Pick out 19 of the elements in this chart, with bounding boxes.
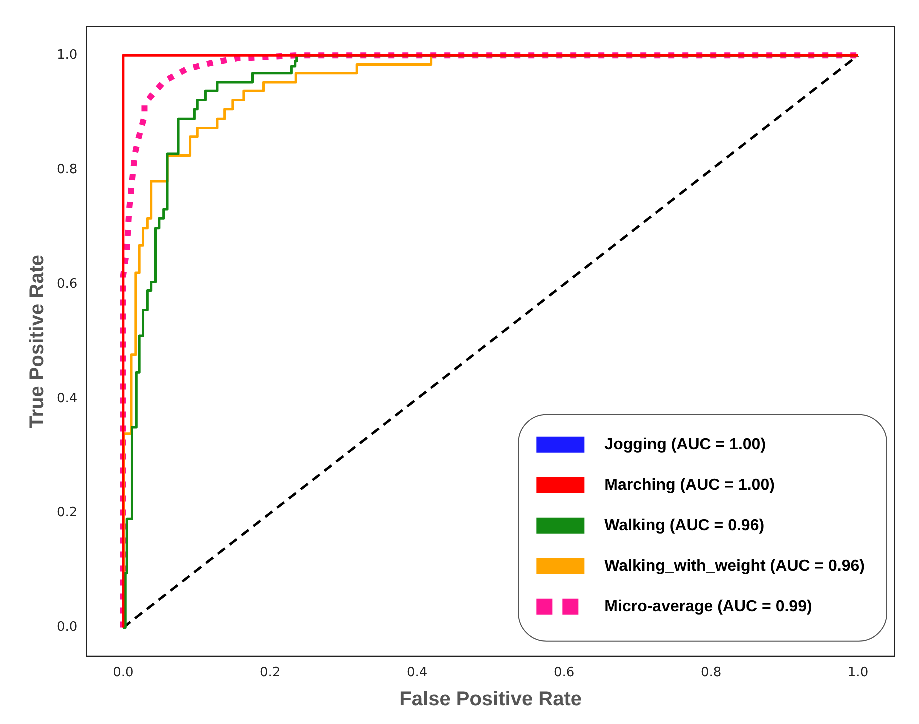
y-tick-label: 0.0 bbox=[56, 620, 78, 636]
legend-label: Walking_with_weight (AUC = 0.96) bbox=[604, 558, 866, 575]
y-tick-label: 0.4 bbox=[56, 391, 78, 406]
x-tick-label: 0.8 bbox=[700, 666, 722, 681]
x-tick-label: 1.0 bbox=[848, 666, 869, 681]
y-tick-label: 1.0 bbox=[56, 48, 78, 63]
x-tick-label: 0.2 bbox=[260, 666, 281, 681]
x-tick-label: 0.4 bbox=[407, 666, 428, 681]
y-tick-label: 0.8 bbox=[56, 162, 78, 178]
x-tick-label: 0.6 bbox=[554, 666, 575, 681]
y-axis-title: True Positive Rate bbox=[26, 254, 49, 428]
legend-label: Marching (AUC = 1.00) bbox=[604, 476, 775, 494]
y-tick-label: 0.2 bbox=[56, 506, 78, 521]
x-tick-label: 0.0 bbox=[113, 666, 134, 681]
legend-label: Jogging (AUC = 1.00) bbox=[604, 436, 766, 454]
legend-label: Walking (AUC = 0.96) bbox=[604, 517, 765, 534]
x-axis-title: False Positive Rate bbox=[400, 688, 582, 711]
legend-label: Micro-average (AUC = 0.99) bbox=[604, 598, 812, 616]
y-tick-label: 0.6 bbox=[56, 276, 78, 292]
